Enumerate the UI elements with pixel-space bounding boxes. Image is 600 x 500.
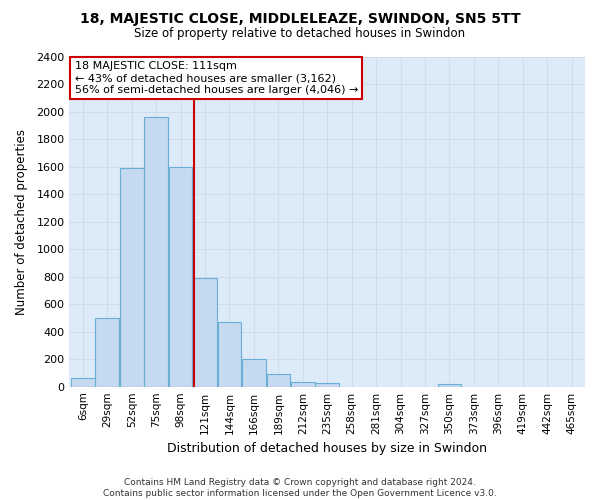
Bar — [120, 168, 143, 386]
Bar — [145, 117, 168, 386]
X-axis label: Distribution of detached houses by size in Swindon: Distribution of detached houses by size … — [167, 442, 487, 455]
Y-axis label: Number of detached properties: Number of detached properties — [15, 128, 28, 314]
Text: Size of property relative to detached houses in Swindon: Size of property relative to detached ho… — [134, 28, 466, 40]
Text: 18 MAJESTIC CLOSE: 111sqm
← 43% of detached houses are smaller (3,162)
56% of se: 18 MAJESTIC CLOSE: 111sqm ← 43% of detac… — [74, 62, 358, 94]
Bar — [266, 374, 290, 386]
Bar — [95, 318, 119, 386]
Text: 18, MAJESTIC CLOSE, MIDDLELEAZE, SWINDON, SN5 5TT: 18, MAJESTIC CLOSE, MIDDLELEAZE, SWINDON… — [80, 12, 520, 26]
Bar — [169, 166, 193, 386]
Bar — [71, 378, 95, 386]
Bar — [218, 322, 241, 386]
Bar — [437, 384, 461, 386]
Bar — [193, 278, 217, 386]
Bar — [316, 383, 339, 386]
Bar — [242, 359, 266, 386]
Text: Contains HM Land Registry data © Crown copyright and database right 2024.
Contai: Contains HM Land Registry data © Crown c… — [103, 478, 497, 498]
Bar — [291, 382, 314, 386]
